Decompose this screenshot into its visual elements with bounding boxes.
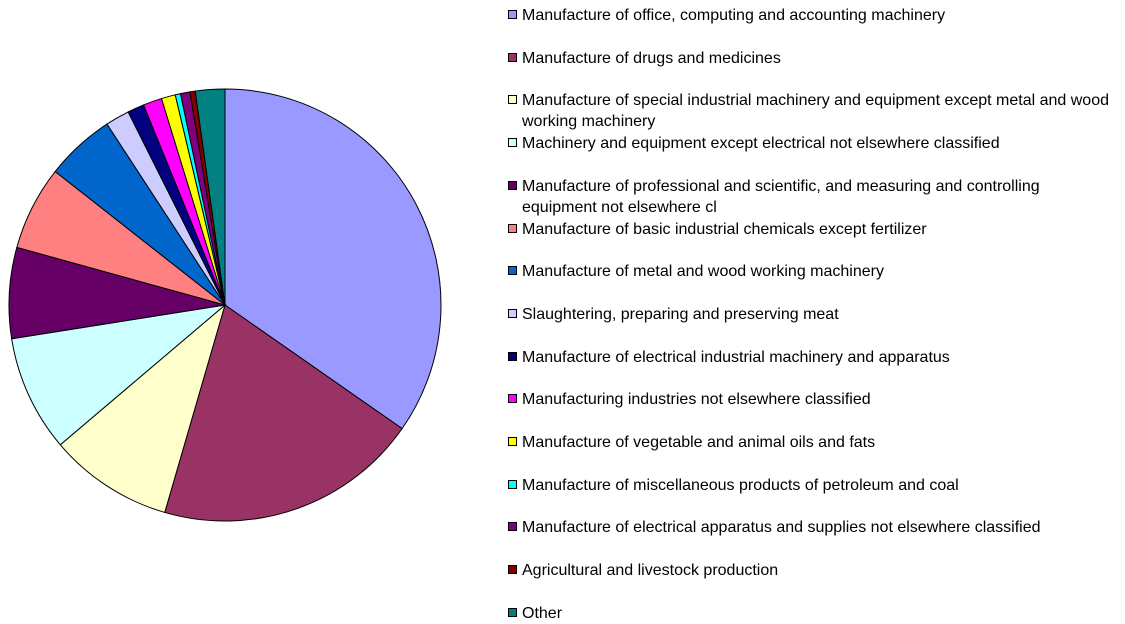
legend-item: Manufacture of electrical apparatus and … [508,517,1118,538]
pie-chart [8,88,442,522]
pie-slice [11,304,227,446]
legend-swatch [508,308,517,318]
legend-item: Manufacture of office, computing and acc… [508,5,1118,26]
legend-item: Agricultural and livestock production [508,560,1118,581]
legend-label: Manufacturing industries not elsewhere c… [522,391,871,409]
legend-label: Manufacture of miscellaneous products of… [522,476,959,494]
legend-swatch [508,52,517,62]
legend-label: Manufacture of electrical industrial mac… [522,348,950,366]
legend-swatch [508,95,517,105]
legend-item: Manufacture of special industrial machin… [508,90,1118,132]
legend-swatch [508,607,517,617]
legend-swatch [508,565,517,575]
legend-item: Other [508,603,1118,624]
legend-label: Manufacture of office, computing and acc… [522,7,946,24]
legend-item: Manufacture of basic industrial chemical… [508,219,1118,240]
legend-item: Manufacture of metal and wood working ma… [508,261,1118,282]
legend-label: Manufacture of basic industrial chemical… [522,220,927,238]
legend-label: Manufacture of metal and wood working ma… [522,263,884,281]
legend-swatch [508,522,517,532]
pie-slice [224,88,442,430]
legend-label: Agricultural and livestock production [522,562,779,580]
pie-slice [164,304,403,522]
legend-swatch [508,223,517,233]
pie-slice [59,303,226,514]
legend-swatch [508,394,517,404]
pie-slice [194,88,226,306]
legend-swatch [508,138,517,148]
legend-item: Manufacture of electrical industrial mac… [508,347,1118,368]
legend-label: Other [522,604,563,622]
legend-label: Manufacture of electrical apparatus and … [522,519,1041,537]
legend-swatch [508,437,517,446]
legend-label: Manufacture of vegetable and animal oils… [522,434,876,451]
legend-label: Machinery and equipment except electrica… [522,135,1000,153]
legend-swatch [508,266,517,276]
legend-swatch [508,10,517,19]
legend-item: Slaughtering, preparing and preserving m… [508,304,1118,325]
legend-item: Manufacture of professional and scientif… [508,176,1118,218]
legend-label: Slaughtering, preparing and preserving m… [522,305,839,323]
legend-item: Manufacture of vegetable and animal oils… [508,432,1118,453]
legend-label: Manufacture of professional and scientif… [522,177,1040,216]
legend-label: Manufacture of drugs and medicines [522,49,781,67]
legend-label: Manufacture of special industrial machin… [522,92,1109,131]
legend-item: Machinery and equipment except electrica… [508,133,1118,154]
legend-swatch [508,180,517,190]
legend-item: Manufacture of drugs and medicines [508,48,1118,69]
legend-swatch [508,479,517,489]
legend-item: Manufacture of miscellaneous products of… [508,475,1118,496]
legend-swatch [508,351,517,361]
legend-item: Manufacturing industries not elsewhere c… [508,389,1118,410]
